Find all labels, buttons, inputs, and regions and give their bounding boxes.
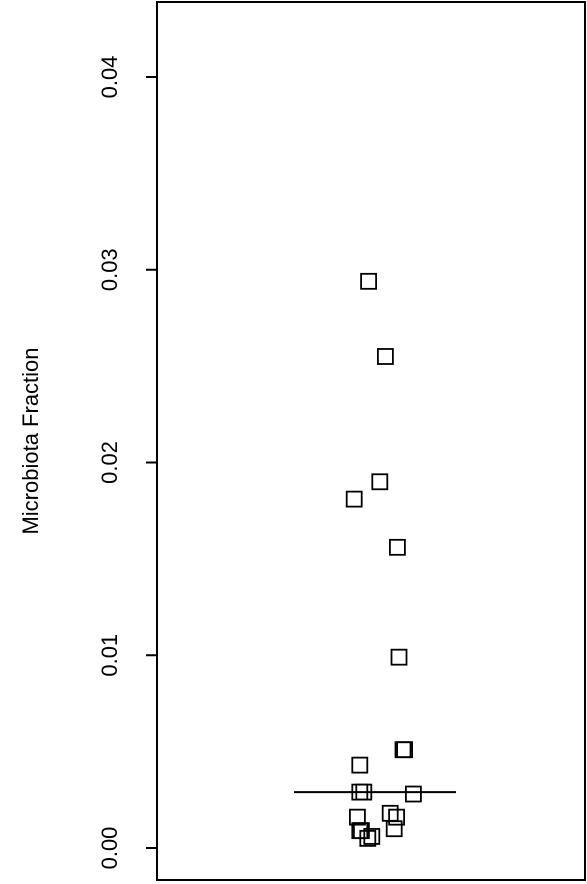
y-tick-label: 0.00 <box>97 827 122 870</box>
data-point <box>351 756 369 774</box>
data-point <box>345 490 363 508</box>
data-point <box>388 808 406 826</box>
data-point <box>404 785 422 803</box>
y-tick-label: 0.01 <box>97 634 122 677</box>
data-point <box>385 820 403 838</box>
data-point <box>390 648 408 666</box>
data-point <box>396 741 414 759</box>
data-point <box>388 538 406 556</box>
data-point <box>376 348 394 365</box>
data-point <box>363 828 381 845</box>
y-axis-title: Microbiota Fraction <box>18 347 43 534</box>
y-tick-label: 0.04 <box>97 56 122 99</box>
data-point <box>381 804 399 822</box>
data-point <box>359 829 377 847</box>
data-point <box>360 272 378 290</box>
y-tick-label: 0.02 <box>97 441 122 484</box>
data-point <box>348 808 366 826</box>
data-point <box>371 473 389 491</box>
data-points <box>345 272 422 847</box>
plot-frame <box>156 1 586 881</box>
y-axis: 0.00 0.01 0.02 0.03 0.04 <box>97 56 157 870</box>
data-point <box>355 783 373 801</box>
y-tick-label: 0.03 <box>97 248 122 291</box>
